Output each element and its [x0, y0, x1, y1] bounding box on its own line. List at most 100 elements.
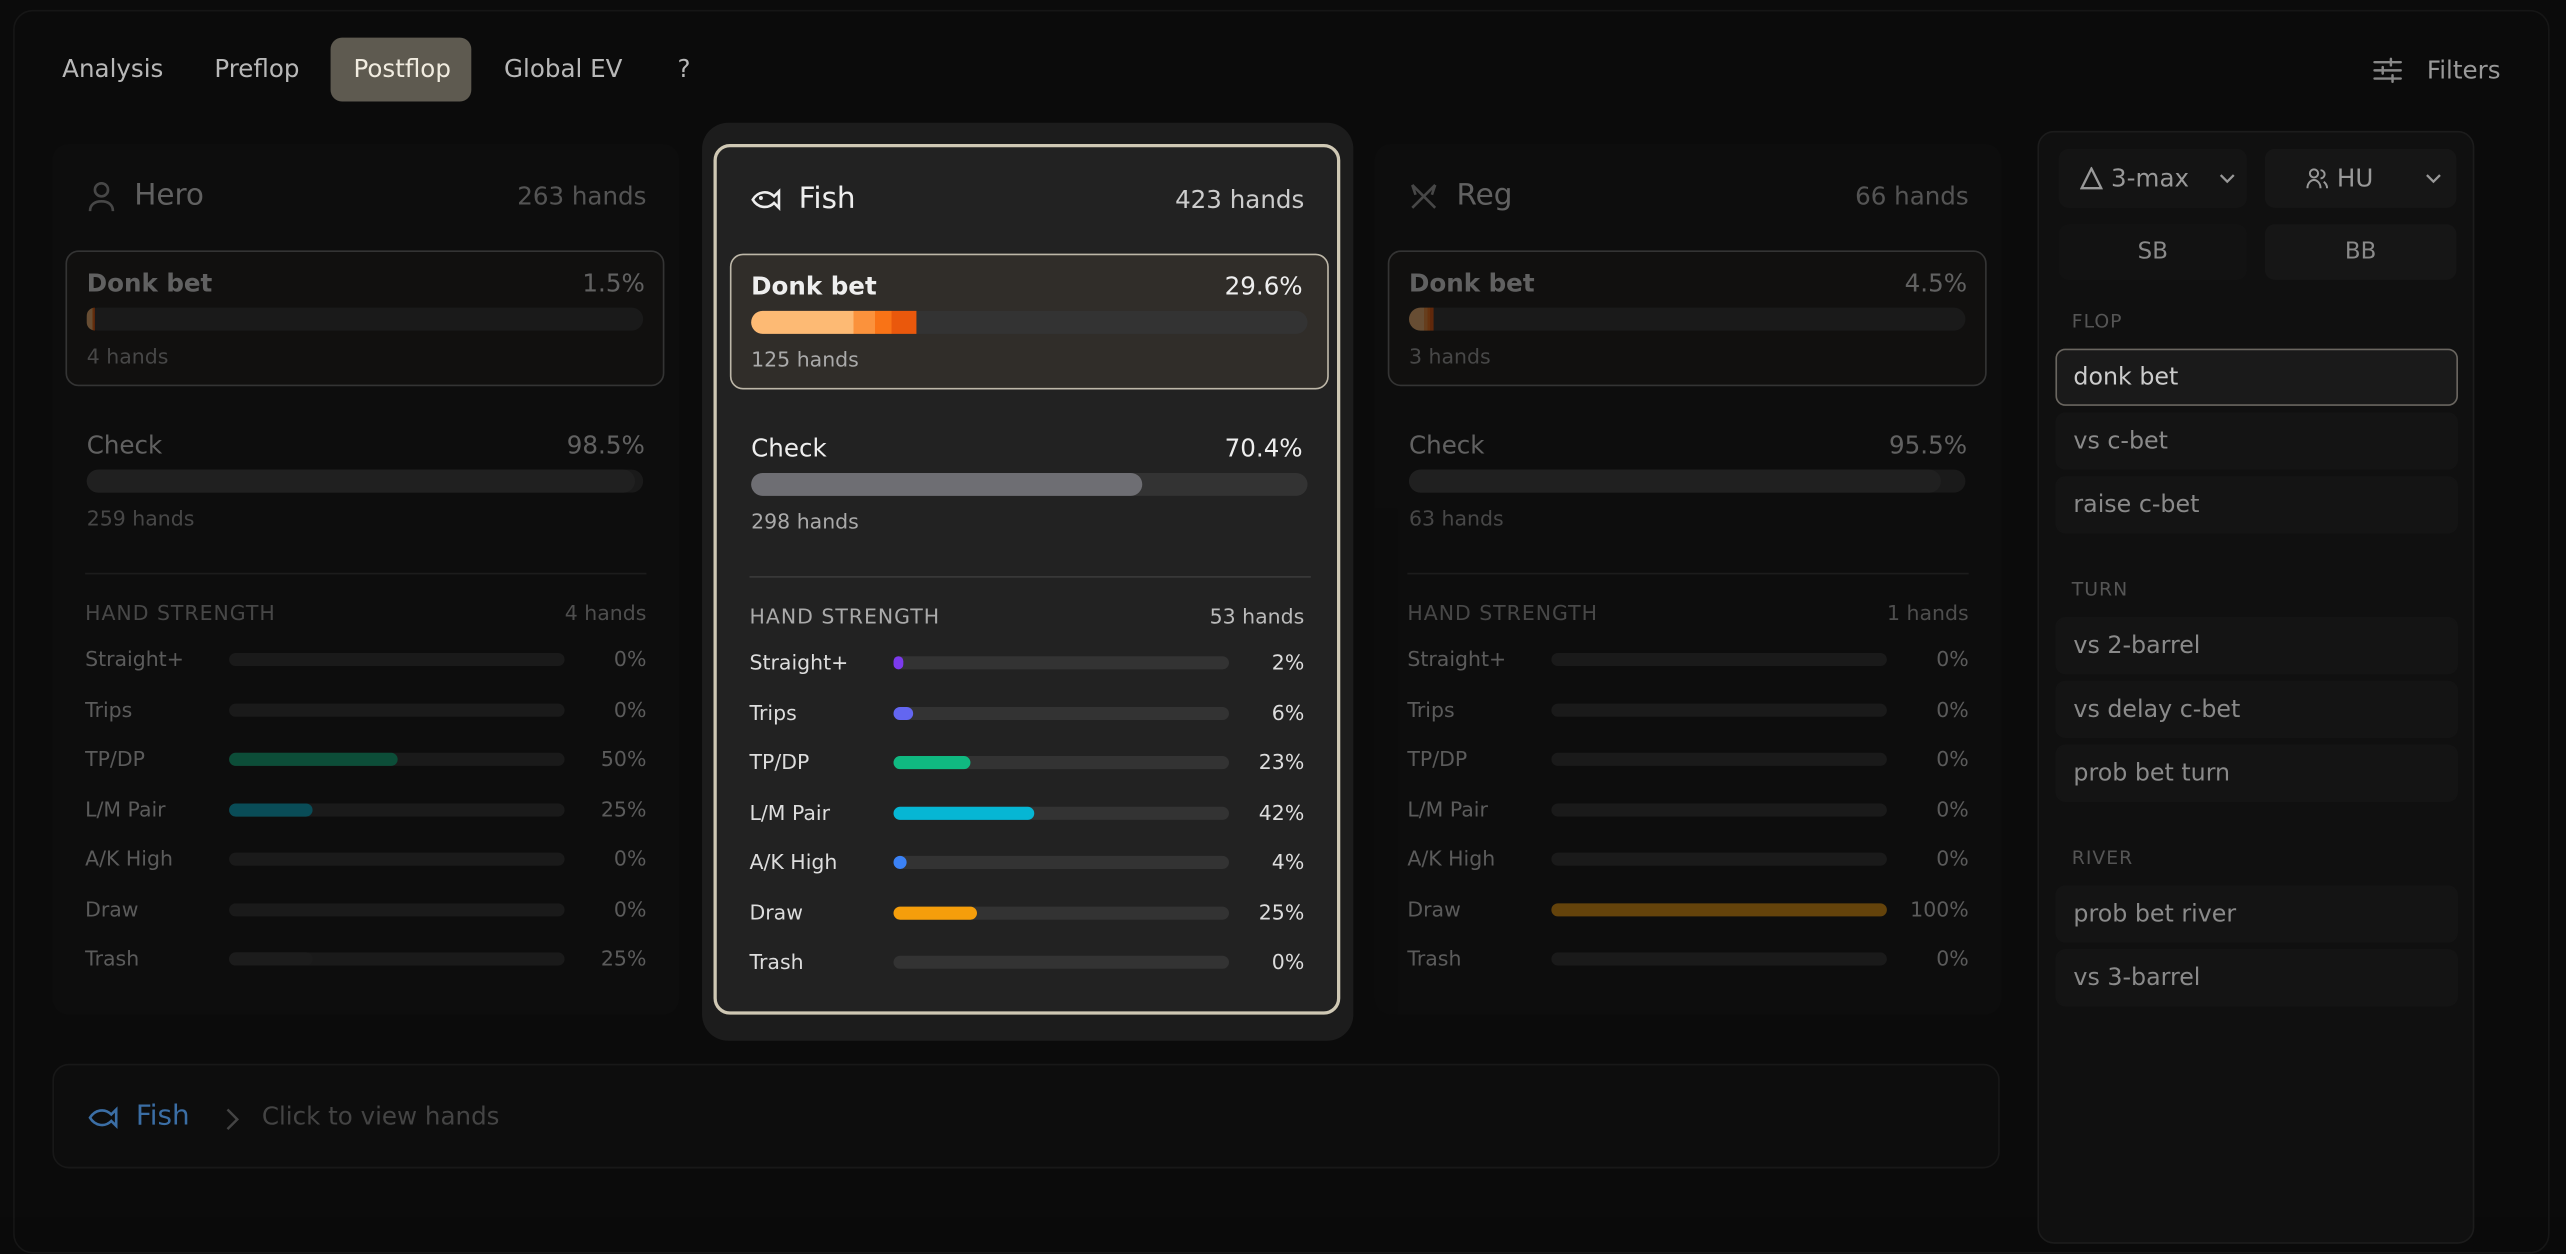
strength-title: HAND STRENGTH: [85, 600, 276, 626]
sidebar-item[interactable]: prob bet river: [2055, 885, 2458, 943]
strength-track: [893, 656, 1229, 670]
action-name: Donk bet: [1409, 268, 1535, 298]
section-title: FLOP: [2071, 309, 2123, 333]
strength-pct: 100%: [1910, 895, 1969, 921]
mode: HU: [2336, 163, 2374, 194]
mode-select[interactable]: HU: [2264, 148, 2457, 208]
strength-label: Straight+: [749, 649, 849, 675]
strength-pct: 0%: [613, 895, 647, 921]
action-track: [1409, 307, 1966, 331]
position-button[interactable]: BB: [2264, 224, 2457, 280]
action-pct: 98.5%: [566, 430, 645, 460]
divider: [1407, 572, 1969, 575]
tab[interactable]: Postflop: [353, 54, 451, 84]
action-hands: 259 hands: [86, 505, 195, 531]
strength-label: L/M Pair: [85, 796, 166, 821]
sidebar-item-label: raise c-bet: [2073, 492, 2200, 519]
sidebar-item[interactable]: donk bet: [2055, 348, 2458, 406]
strength-label: TP/DP: [749, 749, 810, 775]
footer-icon: [87, 1101, 120, 1134]
sidebar-item[interactable]: prob bet turn: [2055, 744, 2458, 802]
section-title: RIVER: [2071, 846, 2134, 869]
footer-bar[interactable]: Fish Click to view hands: [52, 1063, 2000, 1169]
tab-active-bg: [330, 37, 472, 102]
player-hands: 263 hands: [517, 181, 647, 212]
player-name: Hero: [134, 178, 204, 213]
strength-bar: [893, 805, 1035, 820]
strength-track: [229, 952, 565, 966]
strength-pct: 25%: [600, 945, 647, 971]
strength-pct: 42%: [1258, 799, 1305, 824]
sidebar-item-label: vs 3-barrel: [2073, 965, 2201, 992]
sidebar-item-label: donk bet: [2073, 364, 2179, 392]
strength-track: [229, 702, 565, 716]
strength-track: [1551, 902, 1887, 916]
strength-label: Trash: [749, 949, 804, 974]
position: BB: [2344, 238, 2377, 266]
action-hands: 298 hands: [751, 508, 859, 534]
action-track: [86, 307, 644, 331]
player-icon: [750, 183, 783, 216]
strength-track: [1551, 752, 1887, 766]
strength-label: Trips: [1407, 696, 1455, 721]
sidebar-item[interactable]: vs c-bet: [2055, 412, 2458, 470]
player-hands: 66 hands: [1855, 181, 1969, 212]
strength-track: [893, 955, 1229, 969]
sidebar-item[interactable]: vs delay c-bet: [2055, 680, 2458, 739]
tab[interactable]: Analysis: [62, 54, 164, 84]
sidebar-item[interactable]: vs 3-barrel: [2055, 949, 2458, 1007]
sidebar-item-label: vs c-bet: [2073, 428, 2168, 455]
strength-track: [229, 802, 565, 816]
strength-pct: 0%: [1271, 949, 1305, 974]
action-bar: [1409, 469, 1941, 493]
action-hands: 4 hands: [86, 343, 169, 369]
action-bar: [86, 307, 96, 331]
strength-label: Straight+: [85, 646, 184, 671]
strength-pct: 0%: [613, 696, 647, 721]
strength-bar: [893, 706, 914, 720]
filters-label: Filters: [2426, 55, 2501, 86]
action-hands: 3 hands: [1409, 343, 1491, 369]
position-button[interactable]: SB: [2058, 224, 2247, 280]
app: Analysis Preflop Postflop Global EV? Filters…: [13, 9, 2550, 1254]
action-box: [65, 250, 665, 387]
player-name: Fish: [798, 181, 856, 217]
sidebar-item-label: prob bet turn: [2073, 760, 2231, 788]
strength-title: HAND STRENGTH: [1407, 600, 1598, 626]
strength-pct: 0%: [1936, 945, 1969, 971]
footer-chevron: [224, 1106, 240, 1131]
action-pct: 95.5%: [1889, 430, 1968, 460]
sidebar-item[interactable]: vs 2-barrel: [2055, 616, 2458, 675]
strength-track: [893, 855, 1229, 869]
action-bar: [86, 469, 635, 493]
action-name: Check: [86, 430, 163, 460]
strength-track: [1551, 852, 1887, 866]
footer-player: Fish: [135, 1099, 190, 1133]
strength-track: [229, 902, 565, 916]
tab[interactable]: ?: [677, 54, 691, 84]
tab[interactable]: Global EV: [504, 54, 623, 84]
strength-track: [893, 905, 1229, 919]
player-panel: Reg 66 hands Donk bet 4.5% 3 hands Check 95.5%…: [1374, 144, 2002, 1015]
chevron: [2426, 174, 2441, 184]
position: SB: [2137, 238, 2168, 266]
strength-label: TP/DP: [1407, 746, 1468, 771]
strength-pct: 50%: [600, 746, 647, 771]
sidebar-item[interactable]: raise c-bet: [2055, 476, 2458, 534]
strength-pct: 0%: [1936, 796, 1969, 821]
filters-button[interactable]: Filters: [2350, 43, 2530, 99]
strength-label: Draw: [749, 899, 803, 924]
action-name: Donk bet: [751, 271, 877, 302]
table-size-select[interactable]: 3-max: [2058, 148, 2247, 208]
strength-track: [1551, 802, 1887, 816]
player-icon: [85, 180, 118, 213]
tab[interactable]: Preflop: [214, 54, 300, 84]
strength-track: [229, 752, 565, 766]
strength-track: [229, 852, 565, 866]
player-panel: Hero 263 hands Donk bet 1.5% 4 hands Check 98.…: [52, 144, 680, 1015]
strength-bar: [229, 952, 313, 966]
action-bar: [751, 472, 1143, 496]
action-box: [1387, 250, 1987, 387]
strength-pct: 0%: [613, 646, 647, 671]
strength-bar: [1551, 902, 1887, 916]
